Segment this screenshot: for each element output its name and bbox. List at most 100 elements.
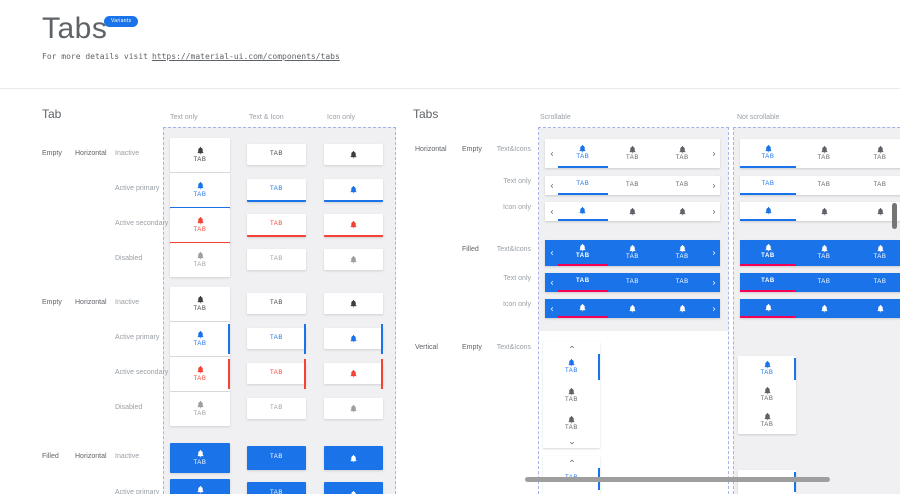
tab[interactable]: TAB: [170, 392, 230, 426]
tab[interactable]: TAB: [796, 240, 852, 266]
active-indicator: [794, 358, 796, 380]
tab[interactable]: [324, 144, 383, 165]
tab-active[interactable]: TAB: [740, 139, 796, 168]
tab[interactable]: TAB: [852, 139, 900, 168]
tab[interactable]: TAB: [170, 443, 230, 473]
chevron-right-icon[interactable]: [707, 273, 720, 292]
chevron-left-icon[interactable]: [545, 240, 558, 266]
tab[interactable]: [324, 398, 383, 419]
tab[interactable]: [852, 299, 900, 318]
tab-active[interactable]: [558, 202, 608, 221]
tab-active[interactable]: [740, 299, 796, 318]
tab[interactable]: TAB: [170, 208, 230, 244]
tab[interactable]: TAB: [247, 482, 306, 494]
tabs-bar-not-scrollable: [740, 299, 900, 318]
tab-active[interactable]: TAB: [740, 176, 796, 195]
tab[interactable]: TAB: [247, 214, 306, 237]
tab[interactable]: [657, 202, 707, 221]
tab[interactable]: [796, 202, 852, 221]
tab[interactable]: [324, 249, 383, 270]
tab[interactable]: TAB: [608, 240, 658, 266]
tab[interactable]: [324, 179, 383, 202]
tab[interactable]: TAB: [247, 398, 306, 419]
chevron-right-icon[interactable]: [707, 299, 720, 318]
tab[interactable]: TAB: [170, 479, 230, 494]
chevron-right-icon[interactable]: [707, 240, 720, 266]
tab[interactable]: [324, 358, 383, 389]
tab[interactable]: [324, 293, 383, 314]
tab[interactable]: [324, 446, 383, 470]
tab-label: TAB: [817, 154, 831, 161]
tab[interactable]: TAB: [247, 144, 306, 165]
tab[interactable]: TAB: [247, 293, 306, 314]
tab[interactable]: TAB: [247, 446, 306, 470]
tab-active[interactable]: [558, 299, 608, 318]
tab[interactable]: [608, 202, 658, 221]
tab-active[interactable]: TAB: [558, 139, 608, 168]
tab-label: TAB: [675, 154, 689, 161]
tab[interactable]: TAB: [543, 410, 600, 438]
tab[interactable]: TAB: [247, 323, 306, 354]
tab[interactable]: TAB: [170, 357, 230, 391]
tab-active[interactable]: TAB: [558, 176, 608, 195]
tab[interactable]: TAB: [852, 273, 900, 292]
tab[interactable]: TAB: [170, 287, 230, 321]
bell-icon: [678, 207, 687, 216]
tab[interactable]: TAB: [247, 249, 306, 270]
bell-icon: [349, 490, 358, 494]
tab[interactable]: TAB: [852, 176, 900, 195]
tab[interactable]: TAB: [247, 358, 306, 389]
tab[interactable]: TAB: [738, 408, 796, 434]
tab[interactable]: TAB: [170, 138, 230, 172]
chevron-up-icon[interactable]: [543, 342, 600, 352]
tab-active[interactable]: [740, 202, 796, 221]
tab[interactable]: [796, 299, 852, 318]
chevron-up-icon[interactable]: [543, 456, 600, 466]
tab[interactable]: [324, 323, 383, 354]
tab[interactable]: TAB: [796, 139, 852, 168]
bell-icon: [349, 369, 358, 378]
tab-label: TAB: [761, 180, 775, 187]
horizontal-scrollbar[interactable]: [525, 477, 830, 482]
chevron-down-icon[interactable]: [543, 438, 600, 448]
chevron-left-icon[interactable]: [545, 139, 558, 168]
tab[interactable]: TAB: [247, 179, 306, 202]
chevron-right-icon[interactable]: [707, 139, 720, 168]
tab[interactable]: [608, 299, 658, 318]
tab[interactable]: TAB: [657, 139, 707, 168]
tab[interactable]: TAB: [796, 176, 852, 195]
tab[interactable]: [324, 214, 383, 237]
tab-active[interactable]: TAB: [740, 240, 796, 266]
tab[interactable]: TAB: [608, 273, 658, 292]
tab[interactable]: TAB: [657, 176, 707, 195]
orientation-label: Horizontal: [75, 299, 107, 306]
tab[interactable]: TAB: [608, 176, 658, 195]
tab[interactable]: [852, 202, 900, 221]
chevron-left-icon[interactable]: [545, 299, 558, 318]
tab[interactable]: TAB: [796, 273, 852, 292]
tab[interactable]: TAB: [170, 173, 230, 209]
tab[interactable]: [657, 299, 707, 318]
tab[interactable]: TAB: [852, 240, 900, 266]
tab-active[interactable]: TAB: [543, 352, 600, 382]
tab[interactable]: TAB: [170, 322, 230, 356]
tab[interactable]: TAB: [543, 382, 600, 410]
chevron-left-icon[interactable]: [545, 176, 558, 195]
tab-active[interactable]: TAB: [558, 273, 608, 292]
tab[interactable]: TAB: [657, 240, 707, 266]
tab[interactable]: TAB: [170, 243, 230, 277]
tab-active[interactable]: TAB: [738, 356, 796, 382]
chevron-left-icon[interactable]: [545, 273, 558, 292]
chevron-right-icon[interactable]: [707, 202, 720, 221]
chevron-right-icon[interactable]: [707, 176, 720, 195]
tab[interactable]: TAB: [738, 382, 796, 408]
tab-active[interactable]: TAB: [740, 273, 796, 292]
tab[interactable]: TAB: [657, 273, 707, 292]
vertical-scrollbar[interactable]: [892, 203, 897, 229]
tab-active[interactable]: TAB: [558, 240, 608, 266]
tab[interactable]: TAB: [608, 139, 658, 168]
tab[interactable]: [324, 482, 383, 494]
docs-link[interactable]: https://material-ui.com/components/tabs: [151, 52, 340, 61]
chevron-left-icon[interactable]: [545, 202, 558, 221]
